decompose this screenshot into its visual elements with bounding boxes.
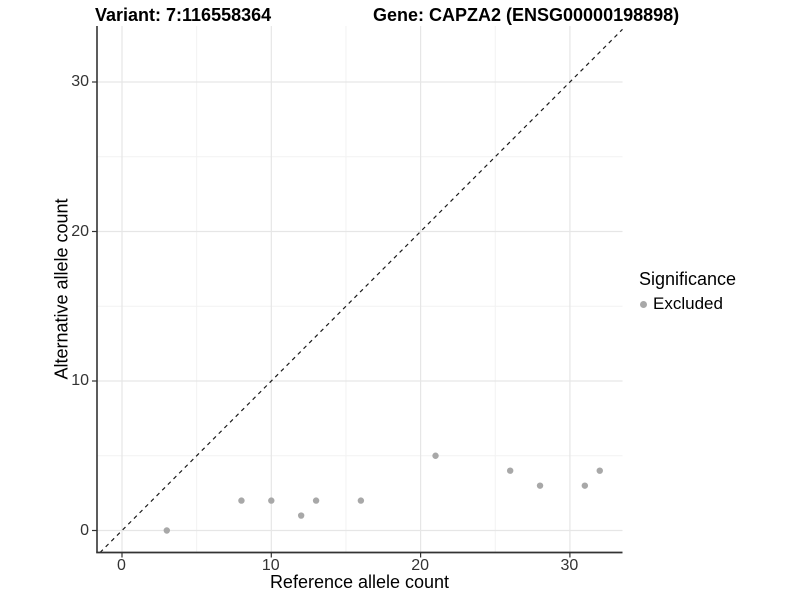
variant-title: Variant: 7:116558364 [95,5,272,25]
data-point [506,467,513,474]
identity-line [99,28,623,553]
data-point [357,497,364,504]
data-point [297,512,304,519]
legend: Significance Excluded [639,269,736,314]
data-point [267,497,274,504]
data-point [596,467,603,474]
x-axis-title: Reference allele count [269,572,450,592]
y-tick-label: 10 [71,372,89,389]
y-tick-label: 20 [71,222,89,240]
plot-panel [91,26,623,558]
y-tick-label: 0 [80,521,89,539]
legend-items: Excluded [639,294,736,314]
x-tick-label: 30 [560,557,579,574]
gene-title: Gene: CAPZA2 (ENSG00000198898) [373,5,680,25]
x-tick-label: 0 [117,557,126,574]
data-point [312,497,319,504]
data-point [163,527,170,534]
data-point [431,452,439,459]
legend-point-icon [640,300,647,308]
x-tick-label: 10 [261,557,280,574]
legend-title: Significance [639,269,737,289]
data-point [536,482,543,489]
y-tick-label: 30 [71,73,89,90]
legend-item: Excluded [639,294,736,314]
data-point [237,497,245,504]
legend-label: Excluded [653,294,723,313]
data-point [581,482,588,489]
x-tick-label: 20 [411,557,429,574]
